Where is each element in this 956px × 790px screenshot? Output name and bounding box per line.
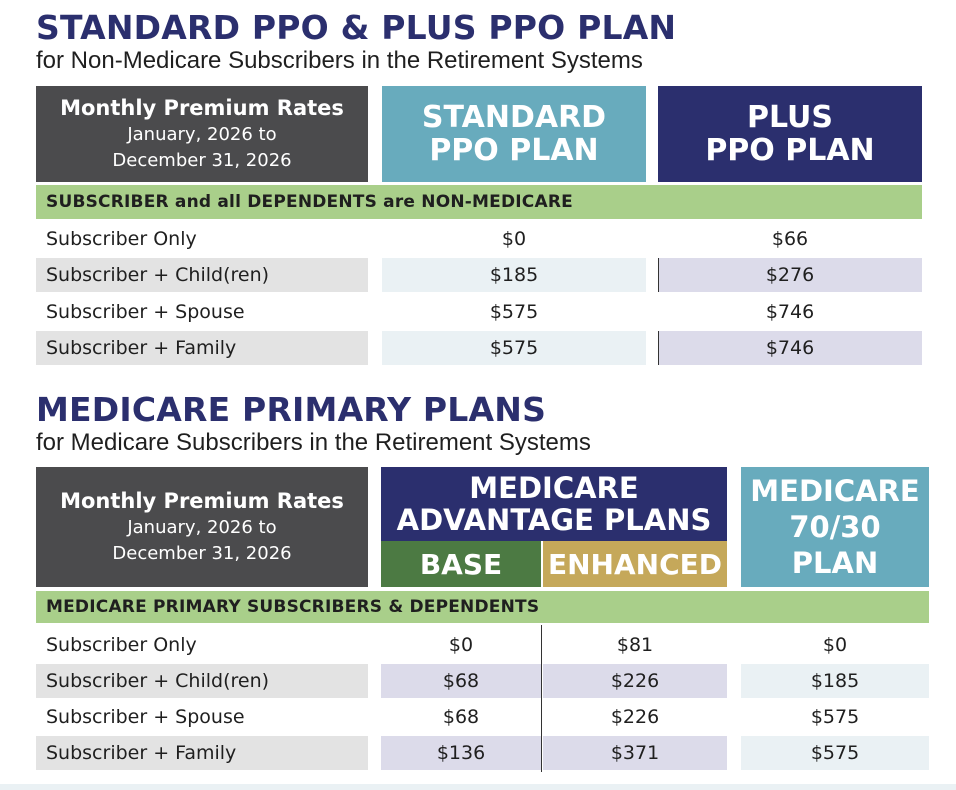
rates-start: January, 2026 to xyxy=(127,124,277,145)
standard-ppo-line2: PPO PLAN xyxy=(429,133,599,168)
s1-divider-2 xyxy=(658,331,659,365)
s1-row4-standard: $575 xyxy=(382,331,646,365)
s2-row2-base: $68 xyxy=(381,664,541,698)
plus-ppo-line2: PPO PLAN xyxy=(705,133,875,168)
s2-row3-7030: $575 xyxy=(810,706,860,728)
m7030-line1: MEDICARE xyxy=(750,474,920,508)
medicare-7030-header: MEDICARE 70/30 PLAN xyxy=(741,467,929,587)
rates2-end: December 31, 2026 xyxy=(112,543,292,564)
rates-title: Monthly Premium Rates xyxy=(60,96,344,120)
s1-row4-plus: $746 xyxy=(658,331,922,365)
rates-end: December 31, 2026 xyxy=(112,150,292,171)
s1-row3-standard: $575 xyxy=(489,301,539,323)
s2-row3-enhanced: $226 xyxy=(610,706,660,728)
s1-row1-plus: $66 xyxy=(771,228,809,250)
section2-rates-header: Monthly Premium Rates January, 2026 to D… xyxy=(36,467,368,587)
s1-row2-plus: $276 xyxy=(658,258,922,292)
s1-row1-standard: $0 xyxy=(501,228,527,250)
standard-ppo-header: STANDARD PPO PLAN xyxy=(382,86,646,182)
advantage-line2: ADVANTAGE PLANS xyxy=(396,503,712,537)
rates2-title: Monthly Premium Rates xyxy=(60,489,344,513)
plus-ppo-header: PLUS PPO PLAN xyxy=(658,86,922,182)
s2-row4-label: Subscriber + Family xyxy=(36,736,368,770)
s2-row2-enhanced: $226 xyxy=(543,664,727,698)
section1-subtitle: for Non-Medicare Subscribers in the Reti… xyxy=(36,47,643,74)
plus-ppo-line1: PLUS xyxy=(746,100,833,135)
s2-row3-label: Subscriber + Spouse xyxy=(46,706,245,728)
standard-ppo-line1: STANDARD xyxy=(421,100,607,135)
s2-row3-base: $68 xyxy=(442,706,480,728)
s2-row1-base: $0 xyxy=(448,634,474,656)
s1-row1-label: Subscriber Only xyxy=(46,228,197,250)
section1-title: STANDARD PPO & PLUS PPO PLAN xyxy=(36,8,677,47)
s2-row1-7030: $0 xyxy=(822,634,848,656)
base-header: BASE xyxy=(381,541,541,587)
s2-row2-label: Subscriber + Child(ren) xyxy=(36,664,368,698)
section2-title: MEDICARE PRIMARY PLANS xyxy=(36,390,547,429)
s1-row2-standard: $185 xyxy=(382,258,646,292)
bottom-strip xyxy=(0,784,956,790)
section2-subtitle: for Medicare Subscribers in the Retireme… xyxy=(36,429,591,456)
section1-band: SUBSCRIBER and all DEPENDENTS are NON-ME… xyxy=(36,185,922,219)
s2-row4-7030: $575 xyxy=(741,736,929,770)
s1-divider-1 xyxy=(658,258,659,292)
m7030-line2: 70/30 xyxy=(789,510,881,544)
s2-row4-base: $136 xyxy=(381,736,541,770)
rates2-start: January, 2026 to xyxy=(127,517,277,538)
s2-row4-enhanced: $371 xyxy=(543,736,727,770)
section1-rates-header: Monthly Premium Rates January, 2026 to D… xyxy=(36,86,368,182)
s2-base-enhanced-divider xyxy=(541,625,542,772)
s2-row1-enhanced: $81 xyxy=(616,634,654,656)
s1-row3-plus: $746 xyxy=(765,301,815,323)
section2-band: MEDICARE PRIMARY SUBSCRIBERS & DEPENDENT… xyxy=(36,591,929,623)
s1-row2-label: Subscriber + Child(ren) xyxy=(36,258,368,292)
advantage-line1: MEDICARE xyxy=(469,471,639,505)
s1-row3-label: Subscriber + Spouse xyxy=(46,301,245,323)
s2-row1-label: Subscriber Only xyxy=(46,634,197,656)
s1-row4-label: Subscriber + Family xyxy=(36,331,368,365)
s2-row2-7030: $185 xyxy=(741,664,929,698)
enhanced-header: ENHANCED xyxy=(543,541,727,587)
m7030-line3: PLAN xyxy=(791,546,879,580)
medicare-advantage-header: MEDICARE ADVANTAGE PLANS xyxy=(381,467,727,541)
